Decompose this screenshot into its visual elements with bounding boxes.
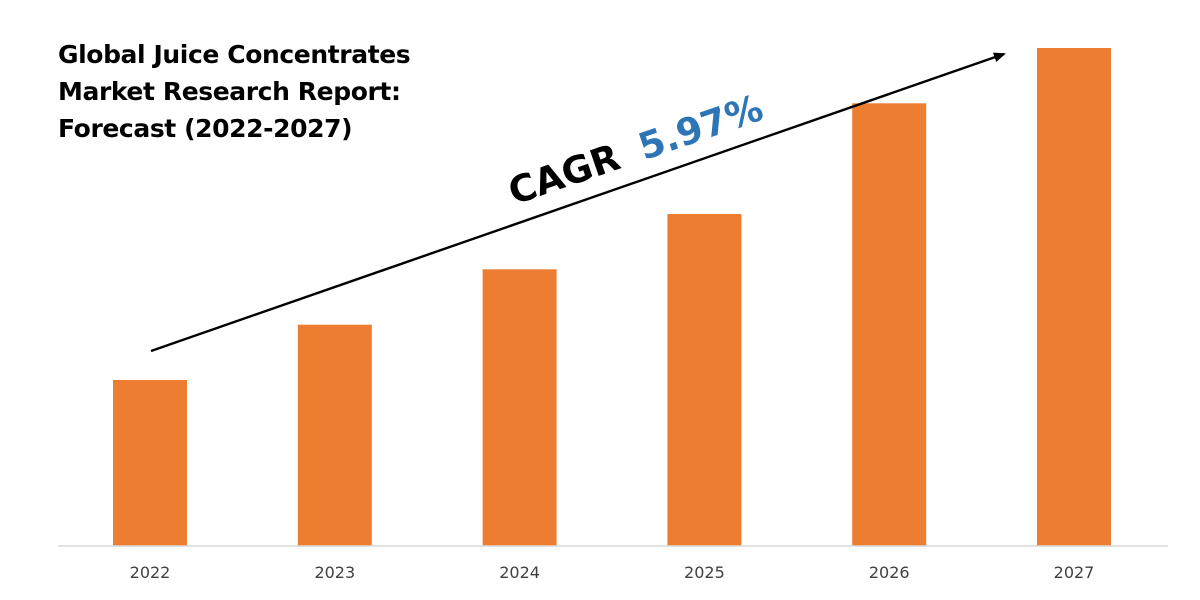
x-tick-label: 2027 — [1054, 563, 1095, 582]
cagr-value: 5.97% — [633, 86, 768, 168]
chart-title-line-2: Market Research Report: — [58, 77, 401, 106]
x-tick-label: 2024 — [499, 563, 540, 582]
cagr-prefix: CAGR — [503, 136, 625, 214]
chart-title: Global Juice Concentrates Market Researc… — [58, 36, 478, 147]
bar-2027 — [1037, 48, 1111, 546]
bar-2024 — [482, 269, 557, 546]
bar-2025 — [667, 214, 742, 546]
x-tick-label: 2023 — [314, 563, 355, 582]
x-tick-label: 2025 — [684, 563, 725, 582]
bar-2026 — [852, 103, 927, 547]
x-tick-label: 2022 — [130, 563, 171, 582]
cagr-trend-arrow — [150, 52, 1006, 353]
bar-2023 — [297, 324, 372, 546]
chart-title-line-3: Forecast (2022-2027) — [58, 114, 353, 143]
x-tick-label: 2026 — [869, 563, 910, 582]
chart-title-line-1: Global Juice Concentrates — [58, 40, 411, 69]
bar-2022 — [113, 380, 187, 546]
